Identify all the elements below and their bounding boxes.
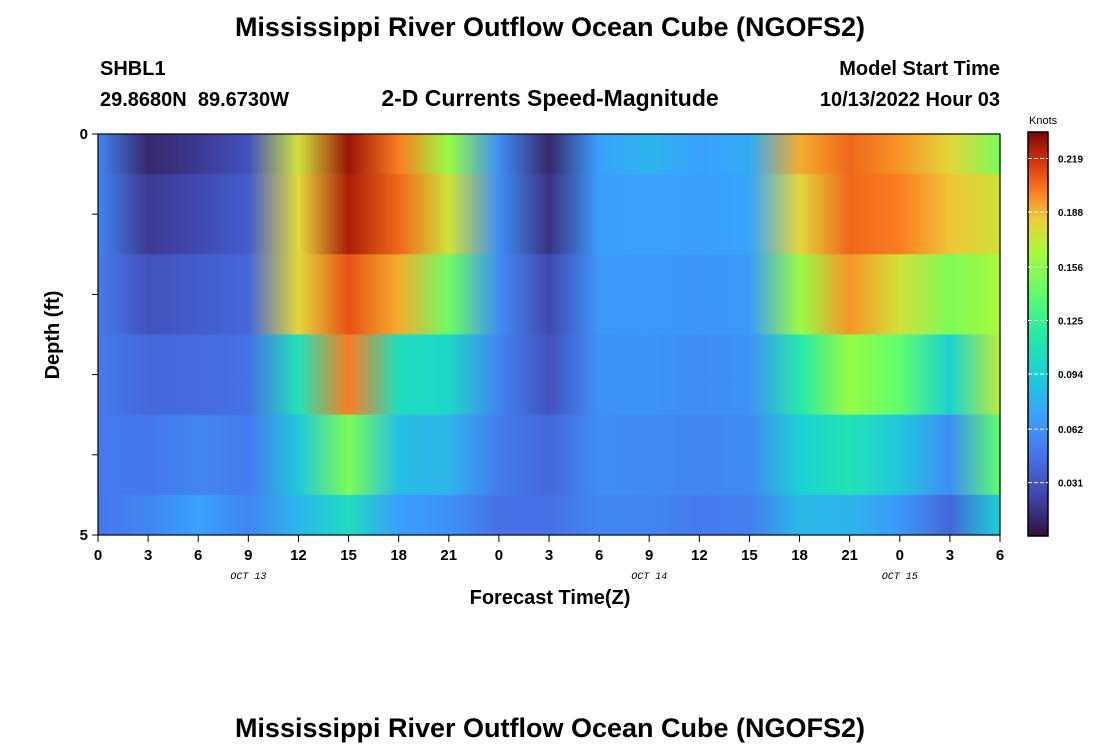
day-label: OCT 13 (230, 572, 266, 583)
x-tick-label: 21 (440, 547, 457, 564)
x-tick-label: 3 (946, 547, 954, 564)
footer-title: Mississippi River Outflow Ocean Cube (NG… (235, 713, 865, 743)
heatmap-layer-0 (98, 134, 1000, 175)
x-tick-label: 15 (741, 547, 758, 564)
day-label: OCT 15 (882, 572, 918, 583)
model-start-label: Model Start Time (839, 58, 1000, 80)
chart-subtitle: 2-D Currents Speed-Magnitude (381, 85, 718, 111)
x-tick-label: 0 (94, 547, 102, 564)
x-axis-ticks: 0 3 6 9 12 15 18 21 0 3 6 9 12 15 18 21 0 3 6 (94, 535, 1004, 564)
colorbar-tick-label: 0.094 (1058, 370, 1083, 381)
heatmap-layers (98, 134, 1000, 536)
x-tick-label: 15 (340, 547, 357, 564)
x-tick-label: 6 (595, 547, 603, 564)
heatmap-layer-3 (98, 334, 1000, 416)
chart-title: Mississippi River Outflow Ocean Cube (NG… (235, 12, 865, 42)
x-tick-label: 6 (996, 547, 1004, 564)
colorbar-tick-label: 0.219 (1058, 155, 1083, 166)
colorbar-ticks: 0.219 0.188 0.156 0.125 0.094 0.062 0.031 (1028, 155, 1083, 490)
heatmap-layer-5 (98, 494, 1000, 536)
x-tick-label: 0 (896, 547, 904, 564)
x-tick-label: 18 (791, 547, 808, 564)
x-tick-label: 9 (645, 547, 653, 564)
x-axis-day-labels: OCT 13 OCT 14 OCT 15 (230, 572, 917, 583)
y-axis-ticks: 05 (80, 126, 98, 544)
y-tick-label: 0 (80, 126, 88, 143)
colorbar-tick-label: 0.125 (1058, 317, 1083, 328)
x-tick-label: 6 (194, 547, 202, 564)
heatmap-layer-4 (98, 414, 1000, 496)
x-tick-label: 21 (841, 547, 858, 564)
x-tick-label: 3 (545, 547, 553, 564)
model-start-value: 10/13/2022 Hour 03 (820, 89, 1000, 111)
station-id: SHBL1 (100, 58, 166, 80)
x-tick-label: 12 (691, 547, 708, 564)
colorbar-tick-label: 0.062 (1058, 425, 1083, 436)
x-tick-label: 3 (144, 547, 152, 564)
heatmap-layer-1 (98, 174, 1000, 255)
x-tick-label: 12 (290, 547, 307, 564)
colorbar-tick-label: 0.156 (1058, 263, 1083, 274)
x-tick-label: 0 (495, 547, 503, 564)
colorbar (1027, 131, 1049, 537)
station-coords: 29.8680N 89.6730W (100, 89, 289, 111)
x-tick-label: 18 (390, 547, 407, 564)
y-tick-label: 5 (80, 527, 88, 544)
colorbar-tick-label: 0.031 (1058, 479, 1083, 490)
colorbar-unit-label: Knots (1029, 115, 1058, 127)
x-tick-label: 9 (244, 547, 252, 564)
day-label: OCT 14 (631, 572, 667, 583)
y-axis-label: Depth (ft) (42, 291, 64, 380)
colorbar-tick-label: 0.188 (1058, 208, 1083, 219)
x-axis-label: Forecast Time(Z) (470, 587, 631, 609)
heatmap-layer-2 (98, 254, 1000, 335)
